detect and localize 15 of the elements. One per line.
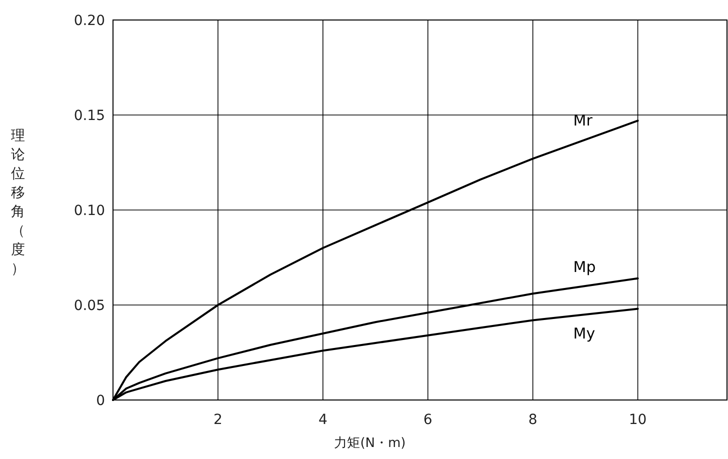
series-label: Mr xyxy=(573,112,594,130)
x-tick-label: 8 xyxy=(528,412,538,428)
x-tick-label: 10 xyxy=(628,412,647,428)
x-tick-label: 2 xyxy=(213,412,222,428)
y-tick-label: 0.10 xyxy=(74,203,105,219)
series-label: My xyxy=(573,324,596,342)
y-tick-label: 0.20 xyxy=(74,13,105,29)
series-label: Mp xyxy=(573,258,596,276)
x-tick-label: 4 xyxy=(318,412,328,428)
y-tick-label: 0.05 xyxy=(74,298,105,314)
y-axis-title: 理论位移角（度） xyxy=(11,128,25,277)
y-tick-label: 0 xyxy=(96,393,105,409)
x-axis-title: 力矩(N・m) xyxy=(334,436,406,451)
x-tick-label: 6 xyxy=(423,412,432,428)
y-tick-label: 0.15 xyxy=(74,108,105,124)
